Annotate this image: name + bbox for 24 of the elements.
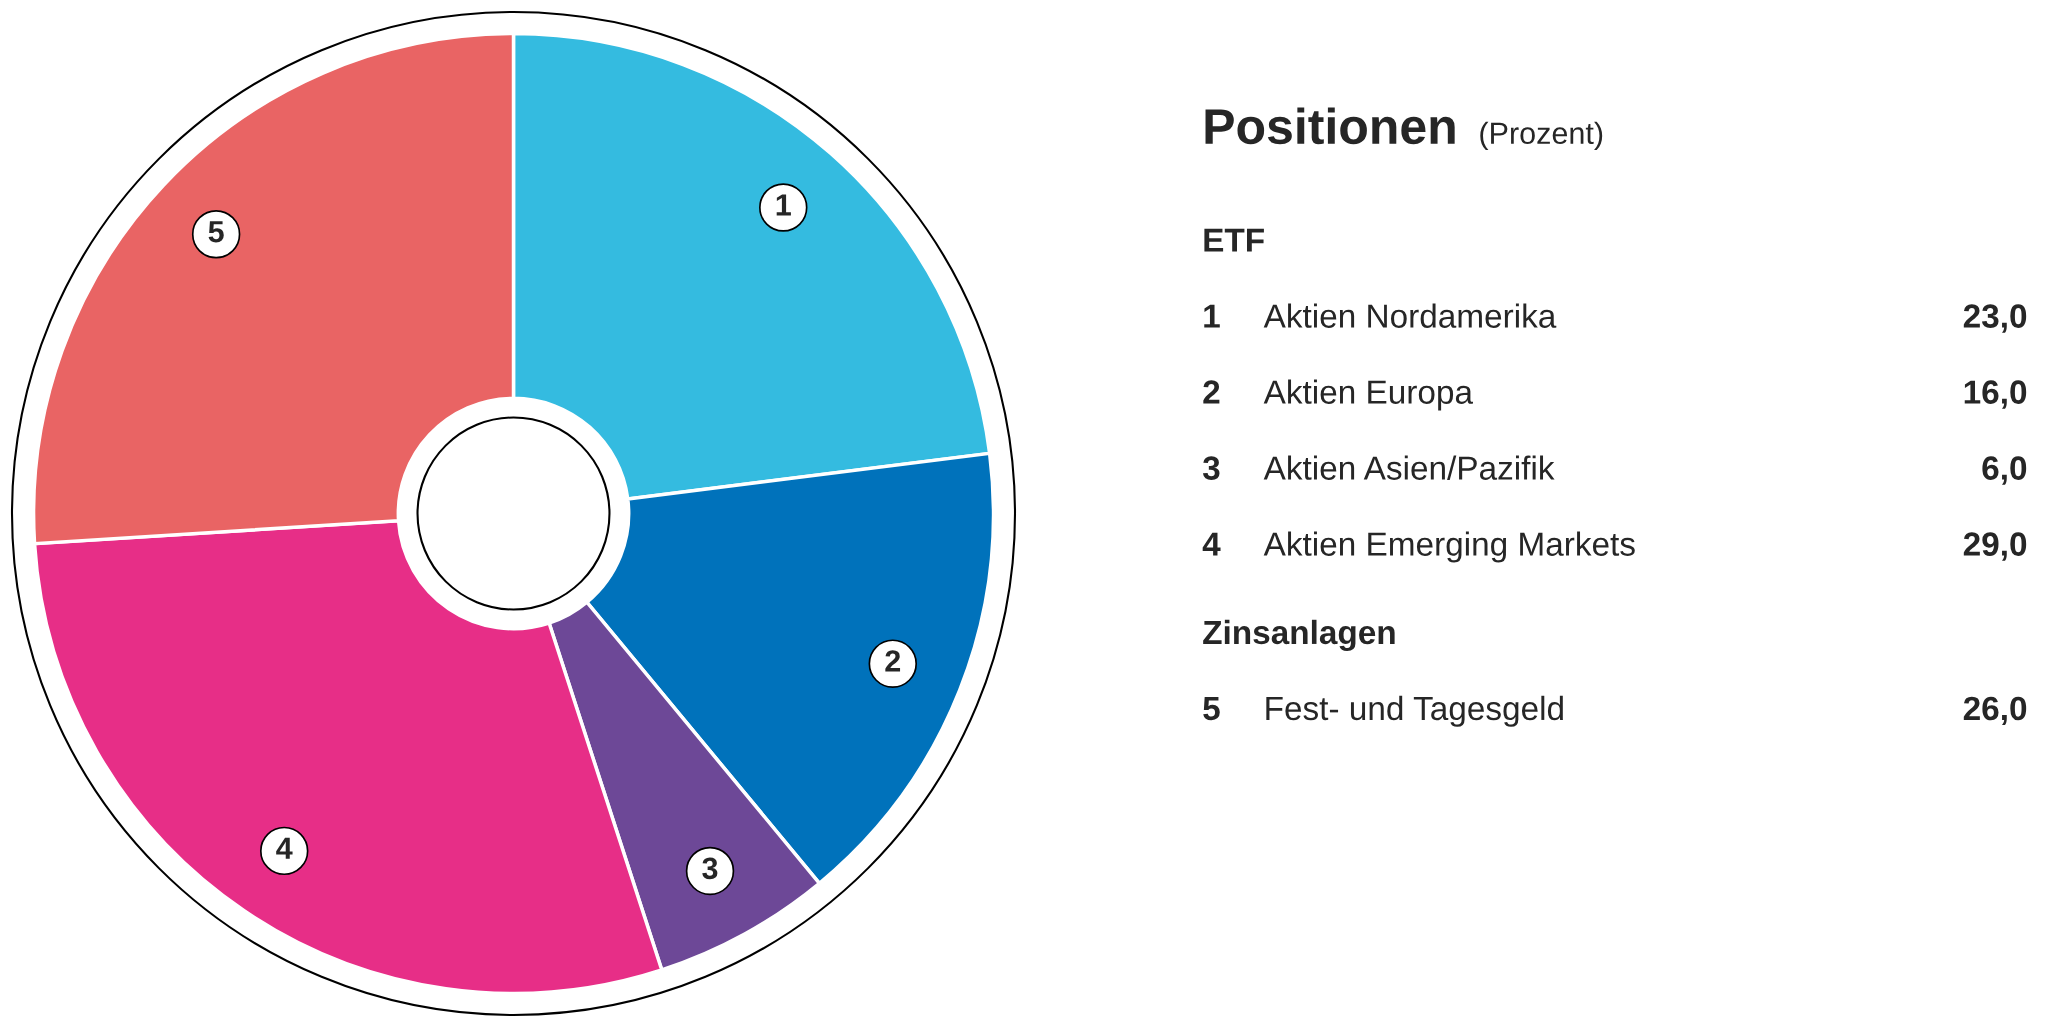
- text: 16,0: [1964, 380, 2027, 409]
- slice-label: 2: [885, 650, 901, 672]
- text: Aktien Emerging Markets: [1263, 531, 1635, 563]
- slice-label: 3: [702, 857, 718, 880]
- text: 6,0: [1982, 456, 2027, 485]
- category-label: 2: [1203, 380, 1220, 404]
- slice-label: 1: [776, 194, 791, 216]
- category-label: 4: [1202, 532, 1221, 556]
- text: ETF: [1204, 228, 1264, 252]
- slice-label: 1: [1204, 304, 1220, 328]
- slice-label: 4: [276, 837, 293, 859]
- text: 29,0: [1963, 532, 2027, 561]
- text: Aktien Asien/Pazifik: [1263, 455, 1555, 480]
- slice-label: 5: [208, 221, 224, 243]
- category-label: 5: [1203, 696, 1220, 721]
- text: Aktien Europa: [1263, 379, 1474, 411]
- text: 26,0: [1963, 696, 2027, 726]
- text: Positionen: [1205, 107, 1455, 145]
- text: 23,0: [1963, 304, 2027, 333]
- text: Fest- und Tagesgeld: [1266, 695, 1563, 727]
- category-label: 3: [1202, 456, 1220, 480]
- text: Zinsanlagen: [1203, 619, 1395, 651]
- text: (Prozent): [1480, 121, 1603, 151]
- text: Aktien Nordamerika: [1263, 303, 1557, 328]
